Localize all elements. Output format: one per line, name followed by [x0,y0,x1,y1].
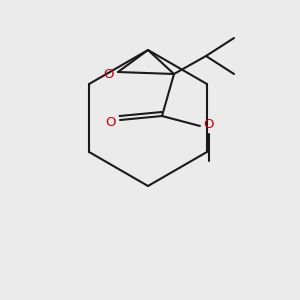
Text: O: O [204,118,214,131]
Text: O: O [106,116,116,128]
Text: O: O [104,68,114,80]
